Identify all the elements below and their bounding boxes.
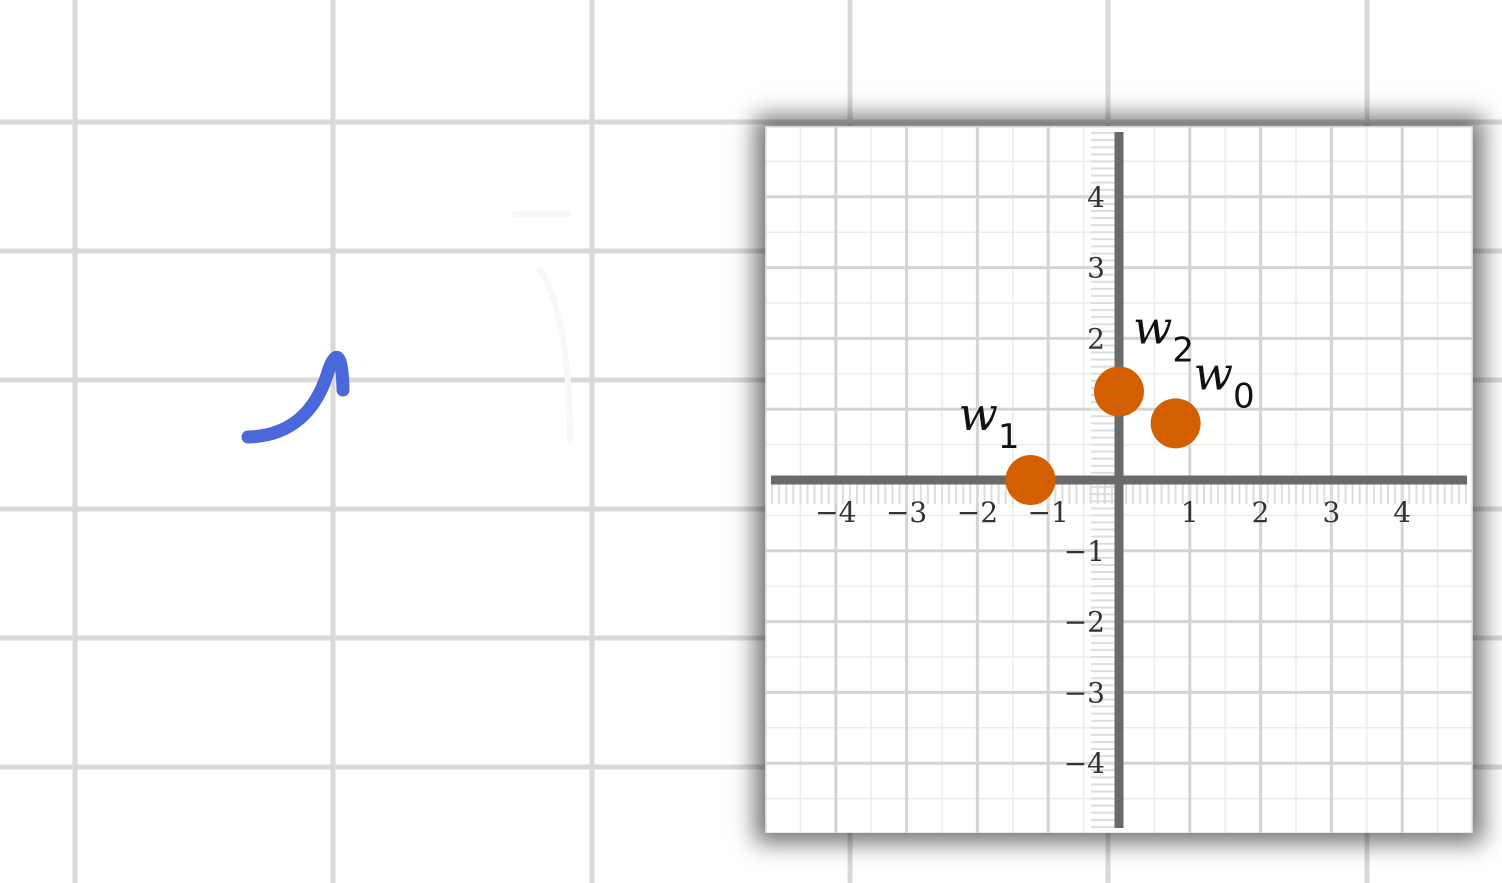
faint-ink-stroke	[512, 211, 573, 443]
point-label-w0: w0	[1194, 346, 1255, 416]
y-tick-label: −4	[1064, 747, 1105, 780]
x-tick-label: −4	[815, 496, 856, 529]
data-points[interactable]: w0 w1 w2	[959, 301, 1255, 506]
y-tick-label: −3	[1064, 676, 1105, 709]
y-tick-label: 3	[1087, 252, 1105, 285]
x-tick-label: 3	[1322, 496, 1340, 529]
point-label-w2: w2	[1133, 301, 1194, 371]
x-tick-label: −3	[886, 496, 927, 529]
point-label-w1: w1	[959, 387, 1020, 457]
axes	[771, 132, 1467, 828]
y-tick-label: −1	[1064, 535, 1105, 568]
x-tick-label: 4	[1393, 496, 1411, 529]
y-tick-label: 4	[1087, 181, 1105, 214]
x-tick-label: 2	[1252, 496, 1270, 529]
x-tick-label: −2	[957, 496, 998, 529]
x-tick-label: 1	[1181, 496, 1199, 529]
data-point-w0[interactable]	[1150, 398, 1201, 449]
y-tick-label: 2	[1087, 322, 1105, 355]
plot-card[interactable]: −4 −3 −2 −1 1 2 3 4 4 3 2 −1 −2 −3 −4 w0 w1 w2	[765, 126, 1473, 833]
ink-stroke[interactable]	[241, 350, 350, 444]
data-point-w1[interactable]	[1005, 455, 1056, 505]
data-point-w2[interactable]	[1094, 366, 1144, 417]
y-tick-label: −2	[1064, 606, 1105, 639]
